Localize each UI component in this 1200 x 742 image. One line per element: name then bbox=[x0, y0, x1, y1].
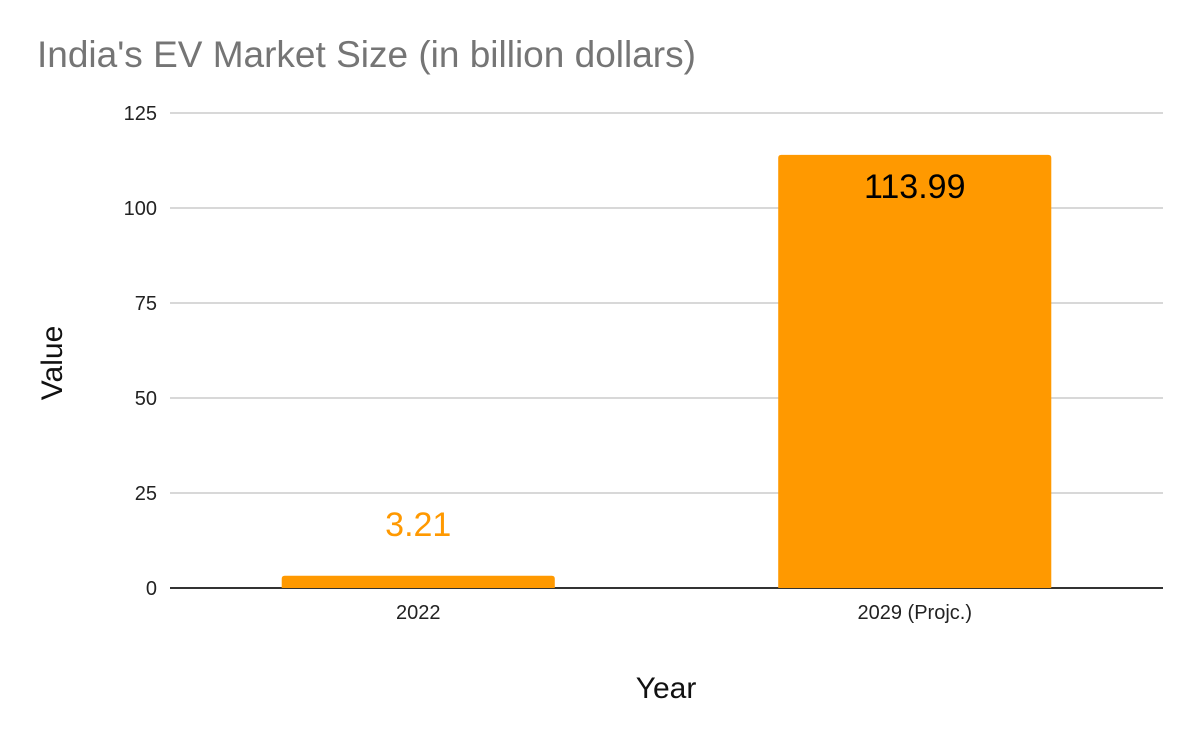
y-tick-label: 25 bbox=[135, 483, 157, 505]
data-label: 3.21 bbox=[385, 506, 451, 544]
bar-2022 bbox=[281, 575, 555, 588]
y-tick-label: 75 bbox=[135, 293, 157, 315]
y-tick-label: 0 bbox=[146, 578, 157, 600]
x-axis-ticks: 2022 2029 (Projc.) bbox=[396, 602, 972, 624]
y-tick-label: 125 bbox=[124, 103, 157, 125]
x-tick-label: 2029 (Projc.) bbox=[858, 602, 973, 624]
y-tick-label: 50 bbox=[135, 388, 157, 410]
data-labels: 3.21 113.99 bbox=[385, 168, 965, 544]
bars bbox=[281, 154, 1052, 588]
data-label: 113.99 bbox=[864, 168, 965, 206]
chart-title: India's EV Market Size (in billion dolla… bbox=[37, 34, 696, 75]
bar-2029-projc bbox=[778, 154, 1052, 588]
y-tick-label: 100 bbox=[124, 198, 157, 220]
y-axis-title: Value bbox=[36, 326, 69, 401]
x-axis-title: Year bbox=[636, 672, 697, 705]
x-tick-label: 2022 bbox=[396, 602, 441, 624]
y-axis-ticks: 0 25 50 75 100 125 bbox=[124, 103, 157, 600]
